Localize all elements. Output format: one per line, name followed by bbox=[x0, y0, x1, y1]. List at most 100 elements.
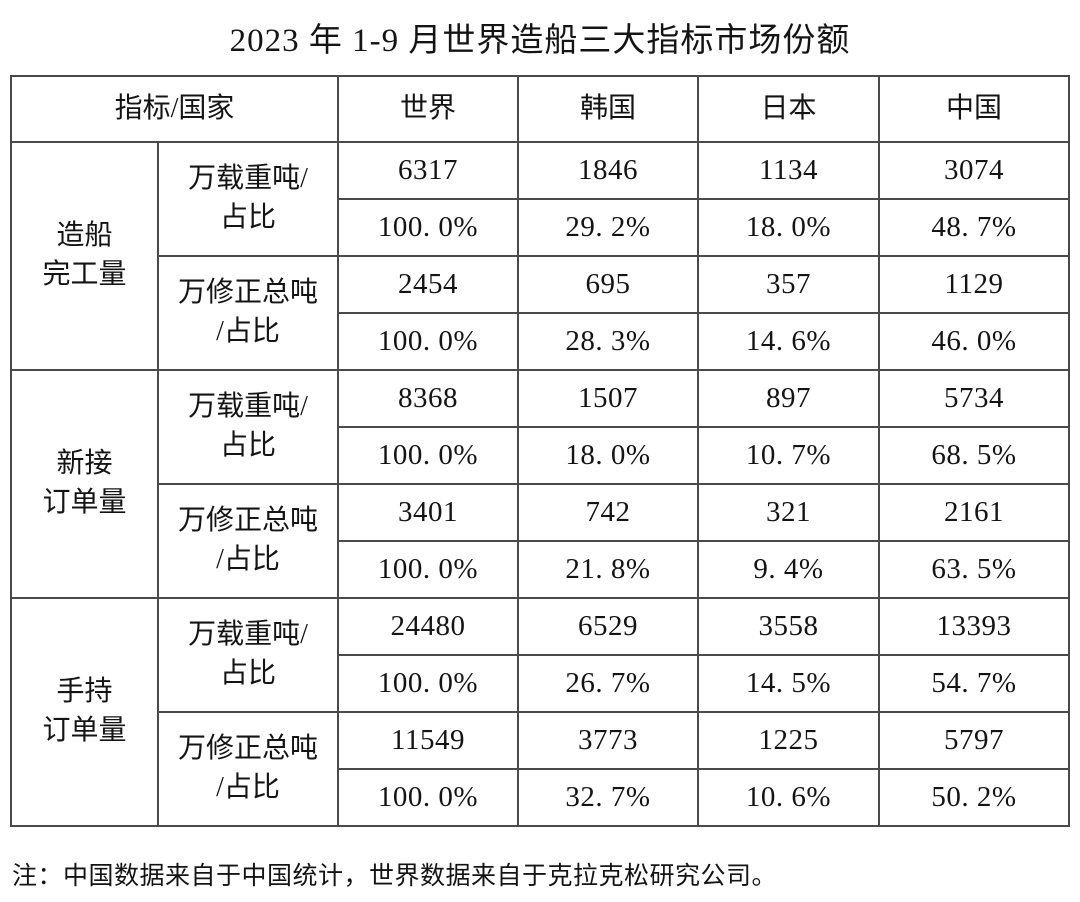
cell-share: 100. 0% bbox=[337, 540, 519, 599]
group-label-completions: 造船 完工量 bbox=[10, 141, 159, 371]
metric-label-line: /占比 bbox=[216, 544, 280, 575]
metric-label-line: 占比 bbox=[219, 658, 276, 689]
metric-label-cgt: 万修正总吨 /占比 bbox=[157, 483, 339, 599]
page-title: 2023 年 1-9 月世界造船三大指标市场份额 bbox=[229, 23, 851, 59]
group-label-line: 造船 bbox=[56, 220, 113, 252]
table-row: 新接 订单量 万载重吨/ 占比 8368 1507 897 5734 bbox=[10, 369, 1070, 599]
cell-value: 3401 bbox=[337, 483, 519, 542]
table-row: 万修正总吨 /占比 2454 695 357 1129 bbox=[11, 255, 1070, 371]
group-order-backlog: 手持 订单量 万载重吨/ 占比 24480 6529 3558 13393 10… bbox=[10, 597, 1070, 827]
metric-label-cgt: 万修正总吨 /占比 bbox=[157, 711, 339, 827]
cell-value: 24480 bbox=[337, 597, 519, 656]
cell-share: 100. 0% bbox=[337, 198, 519, 257]
table-row: 造船 完工量 万载重吨/ 占比 6317 1846 1134 3074 bbox=[10, 141, 1070, 371]
table-row: 100. 0% 32. 7% 10. 6% 50. 2% bbox=[11, 768, 1070, 827]
group-label-order-backlog: 手持 订单量 bbox=[10, 597, 159, 827]
cell-share: 100. 0% bbox=[337, 426, 519, 485]
metric-label-line: 万载重吨/ bbox=[188, 391, 308, 423]
cell-value: 3074 bbox=[878, 141, 1070, 200]
column-header-japan: 日本 bbox=[697, 75, 880, 143]
cell-share: 28. 3% bbox=[517, 312, 699, 371]
header-row: 指标/国家 世界 韩国 日本 中国 bbox=[10, 75, 1070, 143]
cell-value: 6317 bbox=[337, 141, 519, 200]
metric-label-line: /占比 bbox=[216, 772, 280, 803]
cell-share: 48. 7% bbox=[878, 198, 1070, 257]
cell-share: 63. 5% bbox=[878, 540, 1070, 599]
cell-share: 21. 8% bbox=[517, 540, 699, 599]
cell-share: 26. 7% bbox=[517, 654, 699, 713]
cell-value: 1225 bbox=[697, 711, 880, 770]
cell-share: 100. 0% bbox=[337, 768, 519, 827]
cell-value: 5797 bbox=[878, 711, 1070, 770]
metric-label-line: 占比 bbox=[219, 202, 276, 233]
source-note: 注：中国数据来自于中国统计，世界数据来自于克拉克松研究公司。 bbox=[12, 863, 778, 890]
cell-value: 3773 bbox=[517, 711, 699, 770]
table-row: 100. 0% 26. 7% 14. 5% 54. 7% bbox=[11, 654, 1070, 713]
column-header-korea: 韩国 bbox=[517, 75, 699, 143]
cell-share: 14. 6% bbox=[697, 312, 880, 371]
cell-share: 10. 7% bbox=[697, 426, 880, 485]
cell-share: 50. 2% bbox=[878, 768, 1070, 827]
table-row: 万修正总吨 /占比 11549 3773 1225 5797 bbox=[11, 711, 1070, 827]
table-row: 100. 0% 21. 8% 9. 4% 63. 5% bbox=[11, 540, 1070, 599]
market-share-table: 指标/国家 世界 韩国 日本 中国 造船 完工量 万载重吨/ 占比 6317 1… bbox=[10, 75, 1070, 827]
cell-value: 2454 bbox=[337, 255, 519, 314]
cell-value: 13393 bbox=[878, 597, 1070, 656]
cell-value: 1507 bbox=[517, 369, 699, 428]
cell-share: 54. 7% bbox=[878, 654, 1070, 713]
group-label-line: 完工量 bbox=[42, 259, 127, 290]
metric-label-dwt: 万载重吨/ 占比 bbox=[157, 141, 339, 257]
group-completions: 造船 完工量 万载重吨/ 占比 6317 1846 1134 3074 100.… bbox=[10, 141, 1070, 371]
cell-value: 897 bbox=[697, 369, 880, 428]
metric-label-line: 万修正总吨 bbox=[177, 733, 318, 765]
cell-value: 357 bbox=[697, 255, 880, 314]
cell-share: 29. 2% bbox=[517, 198, 699, 257]
group-label-line: 手持 bbox=[56, 676, 113, 708]
cell-share: 100. 0% bbox=[337, 312, 519, 371]
cell-value: 1846 bbox=[517, 141, 699, 200]
cell-share: 100. 0% bbox=[337, 654, 519, 713]
cell-value: 8368 bbox=[337, 369, 519, 428]
cell-value: 742 bbox=[517, 483, 699, 542]
cell-value: 6529 bbox=[517, 597, 699, 656]
column-header-china: 中国 bbox=[878, 75, 1070, 143]
group-label-line: 订单量 bbox=[42, 715, 127, 746]
cell-value: 321 bbox=[697, 483, 880, 542]
column-header-world: 世界 bbox=[337, 75, 519, 143]
cell-value: 2161 bbox=[878, 483, 1070, 542]
cell-value: 5734 bbox=[878, 369, 1070, 428]
table-row: 100. 0% 29. 2% 18. 0% 48. 7% bbox=[11, 198, 1070, 257]
cell-value: 1129 bbox=[878, 255, 1070, 314]
cell-share: 18. 0% bbox=[697, 198, 880, 257]
cell-value: 1134 bbox=[697, 141, 880, 200]
cell-share: 18. 0% bbox=[517, 426, 699, 485]
group-label-line: 订单量 bbox=[42, 487, 127, 518]
cell-share: 9. 4% bbox=[697, 540, 880, 599]
metric-label-line: 万修正总吨 bbox=[177, 505, 318, 537]
cell-share: 68. 5% bbox=[878, 426, 1070, 485]
metric-label-line: 万载重吨/ bbox=[188, 619, 308, 651]
table-row: 100. 0% 28. 3% 14. 6% 46. 0% bbox=[11, 312, 1070, 371]
group-new-orders: 新接 订单量 万载重吨/ 占比 8368 1507 897 5734 100. … bbox=[10, 369, 1070, 599]
cell-value: 11549 bbox=[337, 711, 519, 770]
cell-share: 14. 5% bbox=[697, 654, 880, 713]
cell-value: 695 bbox=[517, 255, 699, 314]
corner-header-cell: 指标/国家 bbox=[10, 75, 339, 143]
metric-label-line: /占比 bbox=[216, 316, 280, 347]
metric-label-line: 占比 bbox=[219, 430, 276, 461]
metric-label-dwt: 万载重吨/ 占比 bbox=[157, 369, 339, 485]
metric-label-line: 万载重吨/ bbox=[188, 163, 308, 195]
group-label-line: 新接 bbox=[56, 448, 113, 480]
metric-label-line: 万修正总吨 bbox=[177, 277, 318, 309]
group-label-new-orders: 新接 订单量 bbox=[10, 369, 159, 599]
cell-value: 3558 bbox=[697, 597, 880, 656]
table-row: 万修正总吨 /占比 3401 742 321 2161 bbox=[11, 483, 1070, 599]
cell-share: 10. 6% bbox=[697, 768, 880, 827]
table-row: 100. 0% 18. 0% 10. 7% 68. 5% bbox=[11, 426, 1070, 485]
metric-label-cgt: 万修正总吨 /占比 bbox=[157, 255, 339, 371]
cell-share: 32. 7% bbox=[517, 768, 699, 827]
cell-share: 46. 0% bbox=[878, 312, 1070, 371]
table-header-group: 指标/国家 世界 韩国 日本 中国 bbox=[10, 75, 1070, 143]
metric-label-dwt: 万载重吨/ 占比 bbox=[157, 597, 339, 713]
